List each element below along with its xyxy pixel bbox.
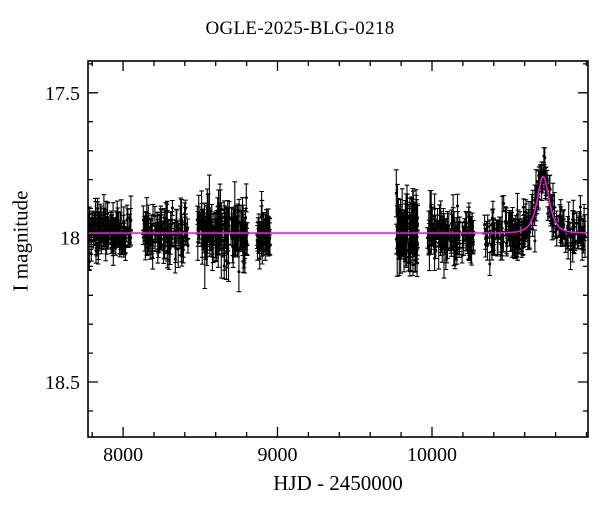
chart-title: OGLE-2025-BLG-0218 [205,18,395,39]
svg-text:18: 18 [60,227,80,249]
svg-text:17.5: 17.5 [45,83,80,105]
data-points [88,147,588,293]
x-axis-label: HJD - 2450000 [273,471,403,495]
svg-text:18.5: 18.5 [45,372,80,394]
y-tick-labels: 17.5 18 18.5 [45,83,80,394]
svg-text:9000: 9000 [258,444,298,466]
x-tick-labels: 8000 9000 10000 [103,444,457,466]
axes-box [87,60,589,438]
model-curve [88,175,588,234]
svg-text:10000: 10000 [407,444,457,466]
svg-text:8000: 8000 [103,444,143,466]
